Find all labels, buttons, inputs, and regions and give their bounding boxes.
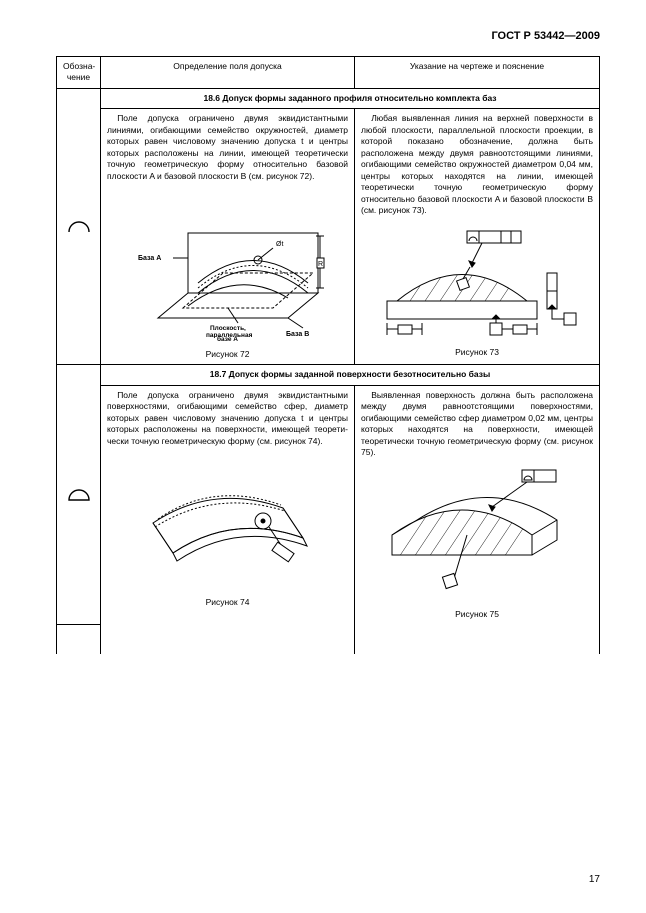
svg-text:Плоскость,: Плоскость, <box>210 325 246 332</box>
text-186-right: Любая выявленная линия на верхней поверх… <box>361 113 593 216</box>
section-187-title: 18.7 Допуск формы заданной поверхности б… <box>101 365 600 385</box>
header-definition: Определение поля допуска <box>101 57 355 89</box>
section-187-right: Выявленная поверхность должна быть рас­п… <box>355 385 600 624</box>
profile-surface-icon <box>67 488 91 502</box>
svg-text:Øt: Øt <box>276 241 283 248</box>
caption-74: Рисунок 74 <box>107 597 348 608</box>
figure-73: 30 30 R 0,04 <box>361 217 593 358</box>
section-187-left: Поле допуска ограничено двумя эквиди­ста… <box>101 385 355 624</box>
symbol-186 <box>57 88 101 365</box>
page: ГОСТ Р 53442—2009 Обозна- чение Определе… <box>0 0 646 913</box>
profile-line-icon <box>67 220 91 234</box>
caption-75: Рисунок 75 <box>361 609 593 620</box>
section-186-title-row: 18.6 Допуск формы заданного профиля отно… <box>57 88 600 108</box>
caption-72: Рисунок 72 <box>107 349 348 360</box>
section-186-body-row: Поле допуска ограничено двумя эквидистан… <box>57 109 600 365</box>
continuation-row <box>57 624 600 654</box>
figure-75: 0,02 R Рисунок 75 <box>361 459 593 620</box>
svg-text:R: R <box>318 261 323 268</box>
page-number: 17 <box>589 874 600 885</box>
text-186-left: Поле допуска ограничено двумя эквидистан… <box>107 113 348 182</box>
standard-code: ГОСТ Р 53442—2009 <box>56 30 600 42</box>
svg-text:База A: База A <box>138 255 161 262</box>
section-186-left: Поле допуска ограничено двумя эквидистан… <box>101 109 355 365</box>
section-187-body-row: Поле допуска ограничено двумя эквиди­ста… <box>57 385 600 624</box>
section-187-title-row: 18.7 Допуск формы заданной поверхности б… <box>57 365 600 385</box>
text-187-right: Выявленная поверхность должна быть рас­п… <box>361 390 593 459</box>
text-187-left: Поле допуска ограничено двумя эквиди­ста… <box>107 390 348 447</box>
section-186-title: 18.6 Допуск формы заданного профиля отно… <box>101 88 600 108</box>
caption-73: Рисунок 73 <box>361 347 593 358</box>
header-drawing: Указание на чертеже и пояснение <box>355 57 600 89</box>
figure-72: Øt R База A База B <box>107 182 348 360</box>
symbol-187 <box>57 365 101 624</box>
table-header-row: Обозна- чение Определение поля допуска У… <box>57 57 600 89</box>
section-186-right: Любая выявленная линия на верхней поверх… <box>355 109 600 365</box>
figure-74: SØt Рисунок 74 <box>107 447 348 608</box>
tolerance-table: Обозна- чение Определение поля допуска У… <box>56 56 600 654</box>
svg-text:База B: База B <box>286 331 309 338</box>
header-symbol: Обозна- чение <box>57 57 101 89</box>
